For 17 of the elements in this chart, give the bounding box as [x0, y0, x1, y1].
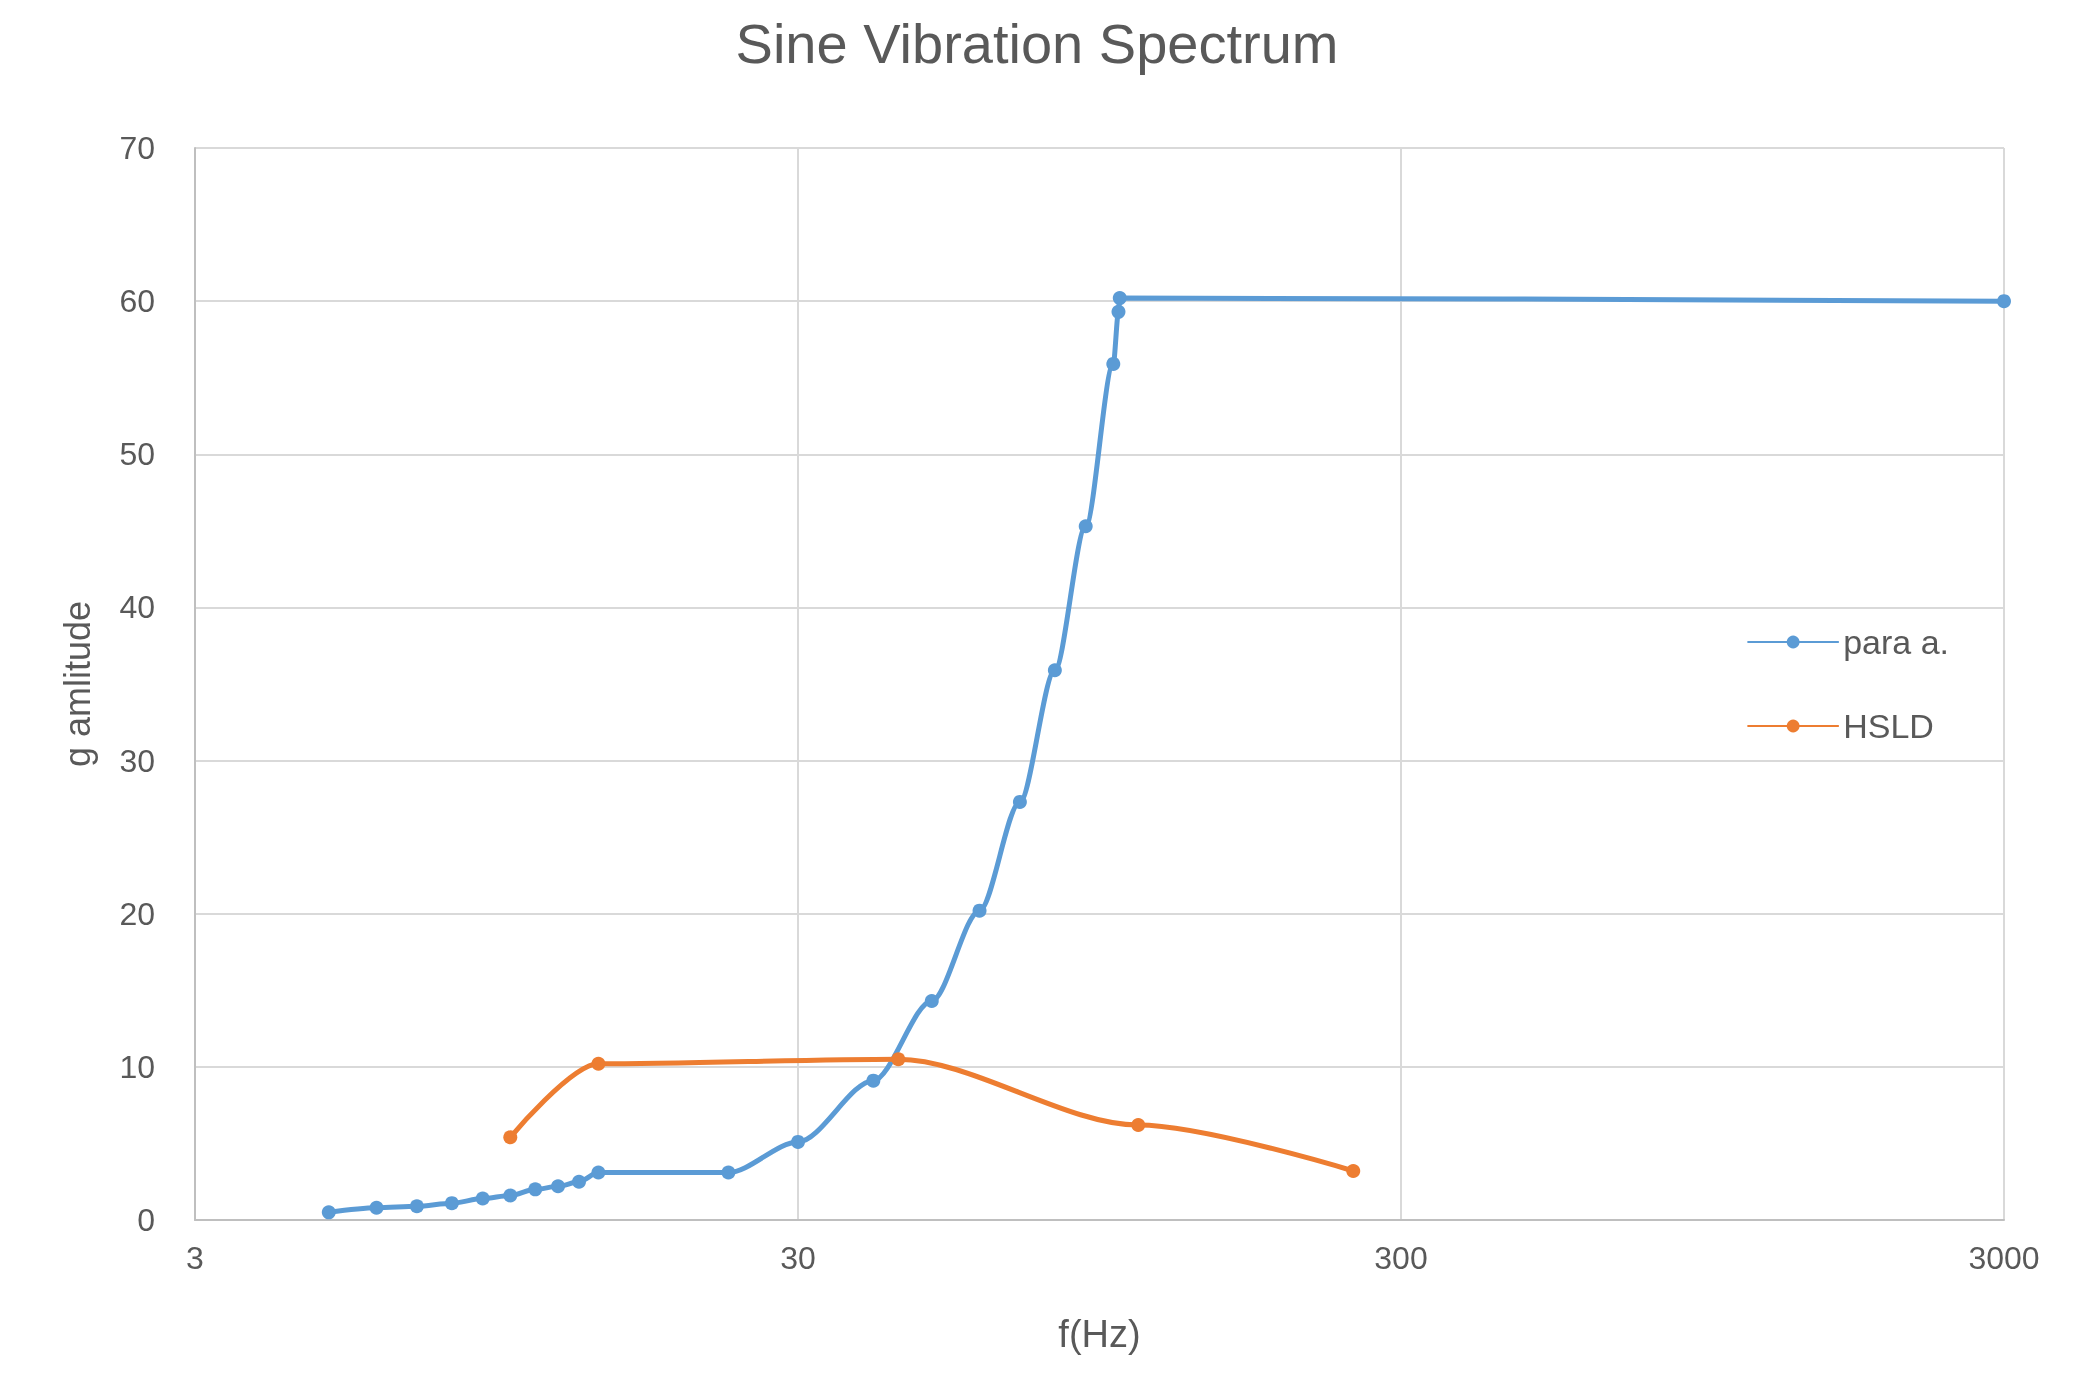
y-tick-label: 50: [119, 436, 155, 473]
x-tick-label: 3000: [1968, 1240, 2040, 1276]
legend-label: HSLD: [1843, 707, 1934, 745]
y-tick-label: 10: [119, 1048, 155, 1085]
x-tick-label: 3: [186, 1240, 204, 1276]
y-tick-label: 70: [119, 130, 155, 166]
y-tick-label: 0: [137, 1202, 155, 1238]
y-axis-title: g amlitude: [56, 600, 98, 768]
x-axis-title: f(Hz): [1058, 1313, 1141, 1355]
chart-title: Sine Vibration Spectrum: [735, 11, 1339, 75]
x-tick-label: 300: [1374, 1240, 1428, 1276]
y-tick-label: 20: [119, 895, 155, 932]
y-tick-label: 40: [119, 589, 155, 626]
y-tick-label: 30: [119, 742, 155, 779]
y-tick-label: 60: [119, 283, 155, 320]
legend-label: para a.: [1843, 623, 1950, 661]
x-tick-label: 30: [780, 1240, 816, 1276]
